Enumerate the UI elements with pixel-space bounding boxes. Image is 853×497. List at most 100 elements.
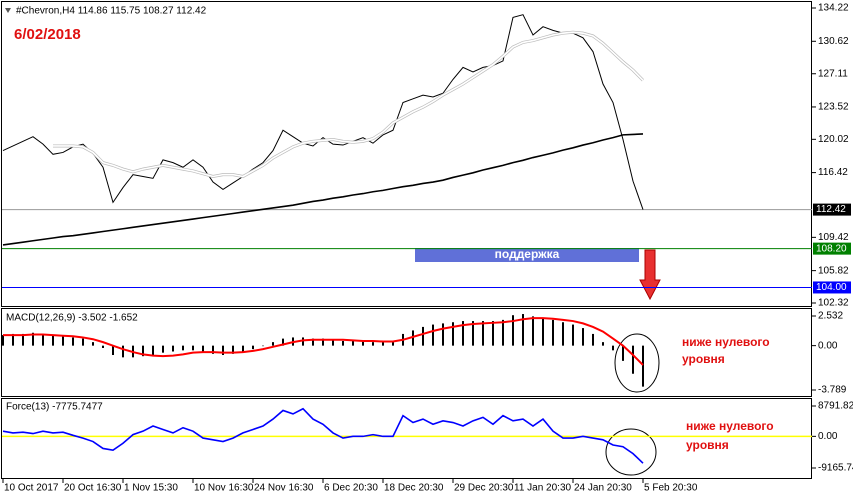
macd-bar [182,345,184,351]
macd-bar [152,345,154,356]
x-tick-label: 10 Nov 16:30 [194,483,254,494]
x-tick-label: 1 Nov 15:30 [124,483,178,494]
annotation: поддержка [495,247,560,261]
y-tick-label: -9165.74 [818,463,853,474]
series-line [2,407,644,464]
macd-bar [322,338,324,346]
macd-bar [252,345,254,350]
macd-bar [492,321,494,346]
macd-bar [522,314,524,346]
macd-bar [22,333,24,346]
macd-bar [392,340,394,346]
macd-bar [172,345,174,352]
y-tick-label: 2.532 [818,311,843,322]
macd-bar [382,342,384,346]
level-box [813,281,851,294]
level-label: 112.42 [816,204,846,215]
macd-bar [582,328,584,346]
macd-bar [572,324,574,346]
price-panel [1,1,812,307]
macd-bar [162,345,164,353]
y-tick-label: 116.42 [818,167,848,178]
annotation: ниже нулевого [682,335,770,349]
support-zone [415,248,639,262]
y-tick-label: 109.42 [818,232,849,243]
y-tick-label: 102.32 [818,298,849,309]
macd-bar [442,323,444,346]
macd-bar [102,345,104,348]
y-tick-label: 123.52 [818,102,849,113]
x-tick-label: 20 Oct 16:30 [64,483,122,494]
x-tick-label: 10 Oct 2017 [4,483,59,494]
macd-bar [52,335,54,346]
y-tick-label: 0.00 [818,431,838,442]
macd-bar [532,316,534,346]
panel-title: Force(13) -7775.7477 [6,402,103,413]
macd-bar [2,335,4,346]
panel-title: MACD(12,26,9) -3.502 -1.652 [6,313,138,324]
force-panel [1,398,812,479]
macd-bar [142,345,144,357]
macd-bar [202,345,204,352]
macd-bar [212,345,214,354]
level-box [813,203,851,216]
highlight-circle [605,428,657,476]
macd-bar [222,345,224,356]
x-tick-label: 6 Dec 20:30 [324,483,378,494]
macd-bar [632,345,634,374]
annotation: уровня [686,438,729,452]
macd-bar [302,337,304,346]
macd-bar [622,345,624,361]
macd-panel [1,308,812,397]
macd-bar [262,345,264,347]
x-tick-label: 11 Jan 20:30 [514,483,572,494]
macd-bar [122,345,124,358]
highlight-circle [614,333,660,393]
x-tick-label: 18 Dec 20:30 [384,483,444,494]
macd-bar [602,342,604,346]
series-line [2,133,644,246]
macd-bar [12,333,14,346]
macd-bar [512,315,514,346]
annotation: 6/02/2018 [14,26,81,43]
series-line [3,317,644,366]
macd-bar [32,332,34,346]
down-arrow [639,249,661,301]
macd-bar [452,322,454,346]
macd-bar [62,336,64,346]
macd-bar [412,330,414,346]
macd-bar [642,345,644,387]
y-tick-label: -3.789 [818,385,847,396]
y-tick-label: 8791.827 [818,401,853,412]
y-tick-label: 134.22 [818,3,849,14]
y-tick-label: 130.62 [818,36,849,47]
level-label: 104.00 [816,282,847,293]
macd-bar [332,339,334,346]
annotation: ниже нулевого [686,419,774,433]
macd-bar [112,345,114,356]
y-tick-label: 127.11 [818,68,848,79]
series-line [53,31,644,178]
macd-bar [82,338,84,346]
macd-bar [92,342,94,346]
y-tick-label: 120.02 [818,134,849,145]
macd-bar [592,333,594,346]
macd-bar [372,342,374,346]
macd-bar [362,340,364,346]
macd-bar [42,333,44,346]
macd-bar [72,337,74,346]
macd-bar [462,321,464,346]
macd-bar [432,324,434,346]
macd-bar [552,319,554,346]
y-tick-label: 0.00 [818,340,838,351]
x-tick-label: 29 Dec 20:30 [454,483,514,494]
macd-bar [502,319,504,346]
annotation: уровня [682,352,725,366]
macd-bar [312,338,314,346]
macd-bar [562,322,564,346]
macd-bar [232,345,234,354]
x-tick-label: 24 Jan 20:30 [574,483,632,494]
y-tick-label: 105.82 [818,265,849,276]
